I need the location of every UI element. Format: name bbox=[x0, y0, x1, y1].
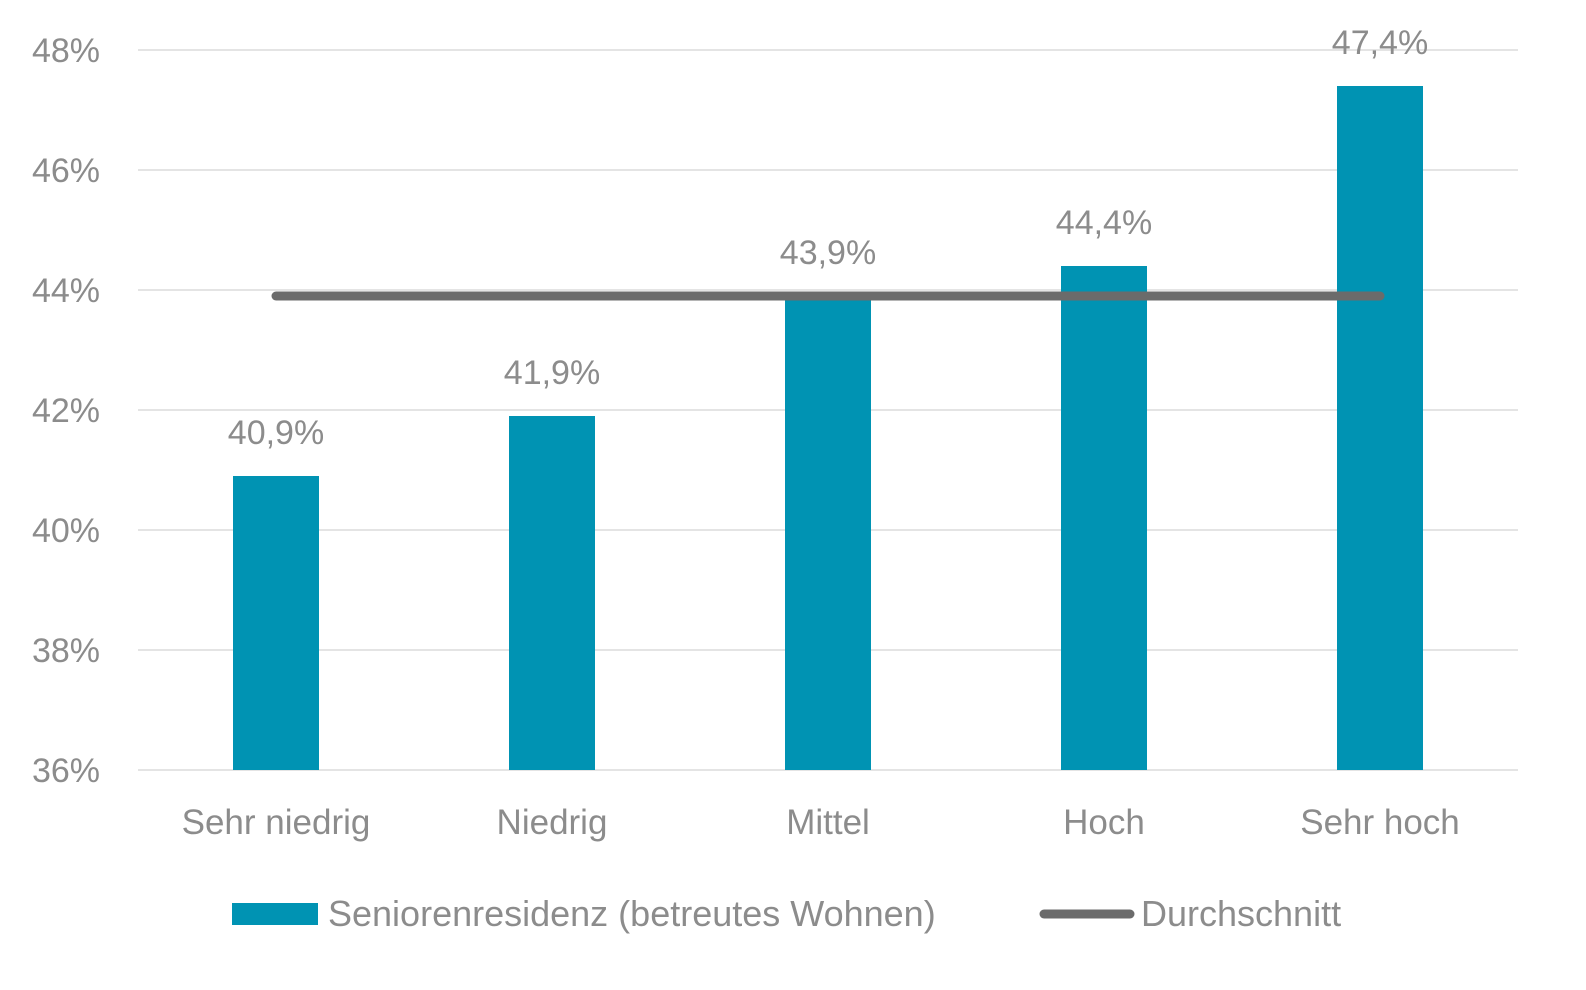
y-tick-label: 38% bbox=[32, 632, 100, 670]
legend-label-line-series: Durchschnitt bbox=[1141, 893, 1341, 934]
bar-data-label: 40,9% bbox=[228, 414, 324, 452]
legend: Seniorenresidenz (betreutes Wohnen) Durc… bbox=[232, 893, 1341, 934]
y-tick-label: 44% bbox=[32, 272, 100, 310]
bar-data-label: 41,9% bbox=[504, 354, 600, 392]
legend-swatch-bar bbox=[232, 903, 318, 925]
y-tick-label: 46% bbox=[32, 152, 100, 190]
bar bbox=[1337, 86, 1423, 770]
x-category-label: Mittel bbox=[786, 803, 870, 842]
bar-data-label: 44,4% bbox=[1056, 204, 1152, 242]
x-category-label: Sehr hoch bbox=[1300, 803, 1460, 842]
x-category-label: Niedrig bbox=[497, 803, 608, 842]
bar bbox=[233, 476, 319, 770]
y-tick-label: 48% bbox=[32, 32, 100, 70]
bar-data-label: 43,9% bbox=[780, 234, 876, 272]
bar bbox=[1061, 266, 1147, 770]
x-category-label: Hoch bbox=[1063, 803, 1145, 842]
bars bbox=[233, 86, 1423, 770]
legend-label-bar-series: Seniorenresidenz (betreutes Wohnen) bbox=[328, 893, 936, 934]
y-axis-tick-labels: 36% 38% 40% 42% 44% 46% 48% bbox=[32, 32, 100, 790]
y-tick-label: 42% bbox=[32, 392, 100, 430]
bar-data-label: 47,4% bbox=[1332, 24, 1428, 62]
bar bbox=[509, 416, 595, 770]
bar bbox=[785, 296, 871, 770]
y-tick-label: 36% bbox=[32, 752, 100, 790]
x-category-label: Sehr niedrig bbox=[182, 803, 371, 842]
y-tick-label: 40% bbox=[32, 512, 100, 550]
data-labels: 40,9% 41,9% 43,9% 44,4% 47,4% bbox=[228, 24, 1428, 452]
x-axis-category-labels: Sehr niedrig Niedrig Mittel Hoch Sehr hoch bbox=[182, 803, 1460, 842]
